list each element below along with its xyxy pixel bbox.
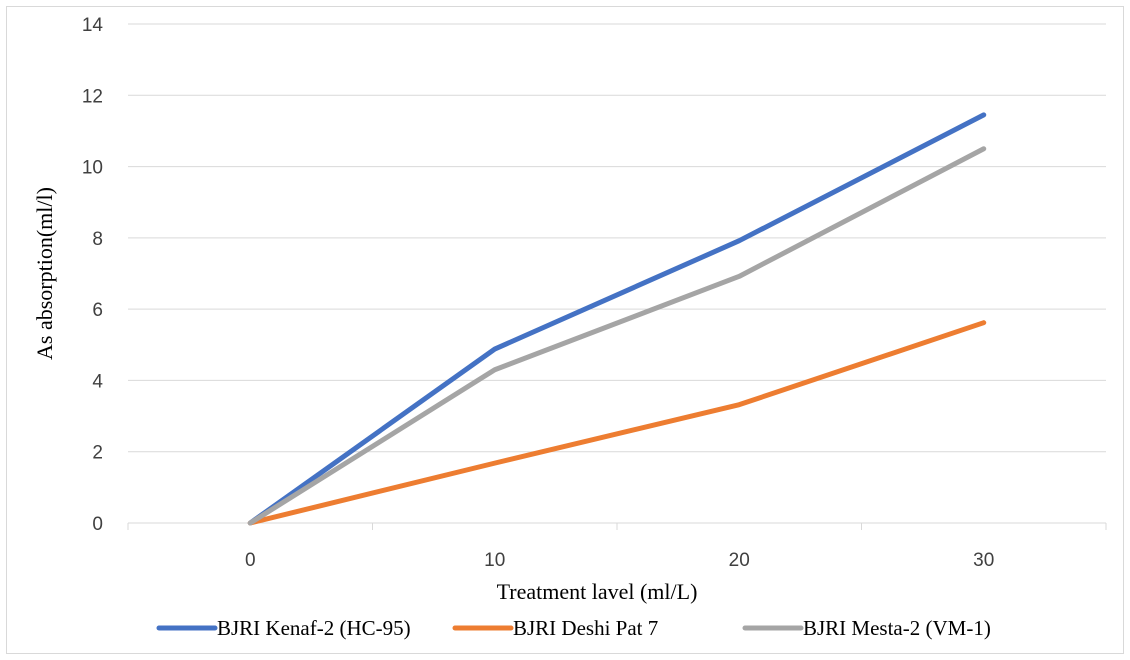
y-tick-label-14: 14 [82, 15, 104, 36]
y-tick-label-10: 10 [82, 158, 103, 179]
legend-item-3: BJRI Mesta-2 (VM-1) [742, 616, 991, 640]
x-axis: 0 10 20 30 [127, 522, 1107, 571]
y-tick-label-8: 8 [92, 229, 103, 250]
y-tick-label-4: 4 [92, 371, 103, 392]
series-lines [247, 112, 987, 526]
x-tick-label-30: 30 [973, 550, 994, 571]
y-axis-tick-labels: 0 2 4 6 8 10 12 14 [82, 15, 104, 535]
x-tick-label-10: 10 [484, 550, 505, 571]
x-tick-label-0: 0 [245, 550, 256, 571]
legend-item-2: BJRI Deshi Pat 7 [452, 616, 658, 640]
chart-frame [6, 6, 1124, 654]
x-axis-title: Treatment lavel (ml/L) [497, 579, 698, 604]
y-tick-label-6: 6 [92, 300, 103, 321]
y-tick-label-0: 0 [92, 514, 103, 535]
series-line-3 [247, 146, 987, 526]
x-tick-label-20: 20 [729, 550, 750, 571]
legend-label: BJRI Kenaf-2 (HC-95) [217, 616, 411, 640]
legend-item-1: BJRI Kenaf-2 (HC-95) [156, 616, 411, 640]
series-line-1 [247, 112, 987, 526]
legend-label: BJRI Deshi Pat 7 [513, 616, 658, 640]
legend: BJRI Kenaf-2 (HC-95) BJRI Deshi Pat 7 BJRI… [156, 616, 991, 640]
gridlines [128, 23, 1106, 453]
y-tick-label-2: 2 [92, 443, 103, 464]
legend-label: BJRI Mesta-2 (VM-1) [803, 616, 991, 640]
y-axis-title: As absorption(ml/l) [32, 187, 57, 360]
series-line-2 [247, 320, 987, 526]
y-tick-label-12: 12 [82, 86, 103, 107]
